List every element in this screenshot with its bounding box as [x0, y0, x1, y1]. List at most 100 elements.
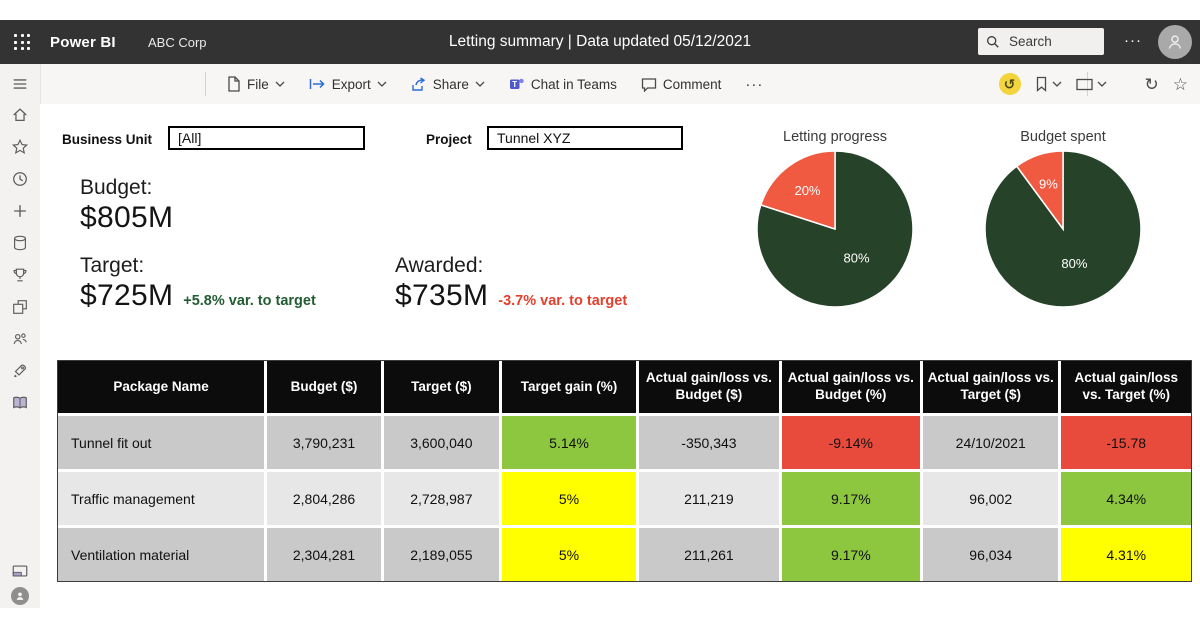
- col-header-5[interactable]: Actual gain/loss vs. Budget (%): [781, 361, 920, 413]
- pie-slice-9%[interactable]: [1015, 150, 1064, 232]
- table-cell-r2-c3[interactable]: 5%: [501, 528, 637, 581]
- col-header-0[interactable]: Package Name: [58, 361, 265, 413]
- table-cell-r0-c3[interactable]: 5.14%: [501, 416, 637, 469]
- toolbar-more-button[interactable]: ···: [737, 70, 771, 99]
- app-title[interactable]: Power BI: [50, 33, 116, 51]
- table-cell-r1-c7[interactable]: 4.34%: [1061, 472, 1191, 525]
- bookmarks-button[interactable]: [1033, 74, 1064, 94]
- waffle-menu-icon[interactable]: [14, 34, 31, 51]
- business-unit-label: Business Unit: [62, 132, 153, 147]
- col-header-1[interactable]: Budget ($): [267, 361, 381, 413]
- project-filter[interactable]: Tunnel XYZ: [487, 126, 683, 150]
- table-cell-r1-c0[interactable]: Traffic management: [58, 472, 265, 525]
- workspaces-icon[interactable]: [11, 562, 29, 580]
- svg-text:T: T: [512, 79, 517, 88]
- table-cell-r2-c5[interactable]: 9.17%: [781, 528, 920, 581]
- pie-data-label: 9%: [1039, 177, 1058, 192]
- business-unit-filter[interactable]: [All]: [168, 126, 365, 150]
- table-cell-r0-c0[interactable]: Tunnel fit out: [58, 416, 265, 469]
- view-rectangle-icon: [1075, 78, 1093, 90]
- col-header-2[interactable]: Target ($): [383, 361, 499, 413]
- table-cell-r2-c4[interactable]: 211,261: [639, 528, 779, 581]
- table-cell-r2-c7[interactable]: 4.31%: [1061, 528, 1191, 581]
- topbar-more-button[interactable]: ···: [1124, 32, 1142, 49]
- chevron-down-icon: [1097, 81, 1106, 87]
- table-cell-r0-c1[interactable]: 3,790,231: [267, 416, 381, 469]
- export-menu-button[interactable]: Export: [301, 71, 395, 98]
- table-cell-r1-c3[interactable]: 5%: [501, 472, 637, 525]
- home-icon[interactable]: [11, 106, 29, 124]
- col-header-6[interactable]: Actual gain/loss vs. Target ($): [923, 361, 1059, 413]
- goals-trophy-icon[interactable]: [11, 266, 29, 284]
- reset-filters-button[interactable]: ↺: [997, 71, 1023, 97]
- table-cell-r0-c4[interactable]: -350,343: [639, 416, 779, 469]
- col-header-7[interactable]: Actual gain/loss vs. Target (%): [1061, 361, 1191, 413]
- hamburger-menu-icon[interactable]: [11, 75, 29, 93]
- teams-icon: T: [509, 78, 524, 89]
- share-menu-button[interactable]: Share: [403, 71, 493, 98]
- toolbar-more-label: ···: [745, 75, 764, 93]
- comment-icon: [641, 77, 657, 92]
- table-cell-r0-c7[interactable]: -15.78: [1061, 416, 1191, 469]
- shared-with-me-icon[interactable]: [11, 330, 29, 348]
- awarded-variance: -3.7% var. to target: [498, 293, 628, 309]
- chevron-down-icon: [275, 81, 285, 87]
- report-title: Letting summary | Data updated 05/12/202…: [448, 33, 752, 50]
- account-avatar[interactable]: [1158, 25, 1192, 59]
- comment-label: Comment: [662, 76, 722, 92]
- learn-book-icon[interactable]: [11, 394, 29, 412]
- col-header-3[interactable]: Target gain (%): [501, 361, 637, 413]
- table-cell-r2-c0[interactable]: Ventilation material: [58, 528, 265, 581]
- search-icon: [987, 35, 999, 48]
- favorite-button[interactable]: ☆: [1171, 74, 1190, 95]
- awarded-kpi-value: $735M: [395, 279, 489, 312]
- share-icon: [412, 76, 426, 91]
- export-icon: [309, 79, 325, 89]
- table-cell-r1-c6[interactable]: 96,002: [923, 472, 1059, 525]
- pie-data-label: 80%: [844, 251, 870, 266]
- table-cell-r0-c2[interactable]: 3,600,040: [383, 416, 499, 469]
- my-workspace-avatar[interactable]: [11, 587, 29, 605]
- chat-in-teams-button[interactable]: T Chat in Teams: [501, 71, 625, 98]
- recent-clock-icon[interactable]: [11, 170, 29, 188]
- refresh-icon: ↻: [1144, 74, 1159, 94]
- col-header-4[interactable]: Actual gain/loss vs. Budget ($): [639, 361, 779, 413]
- budget-kpi-label: Budget:: [80, 176, 153, 199]
- chevron-down-icon: [1052, 81, 1061, 87]
- table-cell-r1-c2[interactable]: 2,728,987: [383, 472, 499, 525]
- table-cell-r1-c1[interactable]: 2,804,286: [267, 472, 381, 525]
- star-icon: ☆: [1172, 74, 1188, 94]
- table-cell-r2-c2[interactable]: 2,189,055: [383, 528, 499, 581]
- toolbar-divider: [1087, 72, 1088, 96]
- pie-slice-20%[interactable]: [759, 150, 836, 231]
- project-label: Project: [426, 132, 472, 147]
- create-plus-icon[interactable]: [11, 202, 29, 220]
- org-name: ABC Corp: [148, 34, 207, 50]
- reset-icon: ↺: [1003, 75, 1016, 92]
- search-input[interactable]: [1007, 33, 1091, 50]
- budget-kpi-value: $805M: [80, 201, 174, 234]
- favorites-star-icon[interactable]: [11, 138, 29, 156]
- view-mode-button[interactable]: [1074, 76, 1109, 93]
- table-cell-r1-c4[interactable]: 211,219: [639, 472, 779, 525]
- budget-spent-title: Budget spent: [1020, 129, 1106, 145]
- report-toolbar: File Export Share T Chat in Teams Commen…: [40, 64, 1200, 105]
- deployment-pipelines-icon[interactable]: [11, 362, 29, 380]
- search-box[interactable]: [978, 28, 1104, 55]
- share-menu-label: Share: [432, 76, 469, 92]
- datasets-icon[interactable]: [11, 234, 29, 252]
- file-menu-button[interactable]: File: [218, 70, 293, 98]
- report-canvas: Business Unit [All] Project Tunnel XYZ B…: [40, 104, 1200, 608]
- pie-slice-80%[interactable]: [984, 150, 1142, 308]
- file-menu-label: File: [247, 76, 269, 92]
- table-cell-r1-c5[interactable]: 9.17%: [781, 472, 920, 525]
- apps-icon[interactable]: [11, 298, 29, 316]
- comment-button[interactable]: Comment: [633, 71, 730, 98]
- table-cell-r2-c6[interactable]: 96,034: [923, 528, 1059, 581]
- table-cell-r2-c1[interactable]: 2,304,281: [267, 528, 381, 581]
- table-cell-r0-c6[interactable]: 24/10/2021: [923, 416, 1059, 469]
- nav-sidebar: [0, 64, 41, 608]
- table-cell-r0-c5[interactable]: -9.14%: [781, 416, 920, 469]
- refresh-button[interactable]: ↻: [1143, 74, 1161, 95]
- budget-spent-chart: Budget spent 80% 9%: [983, 129, 1143, 309]
